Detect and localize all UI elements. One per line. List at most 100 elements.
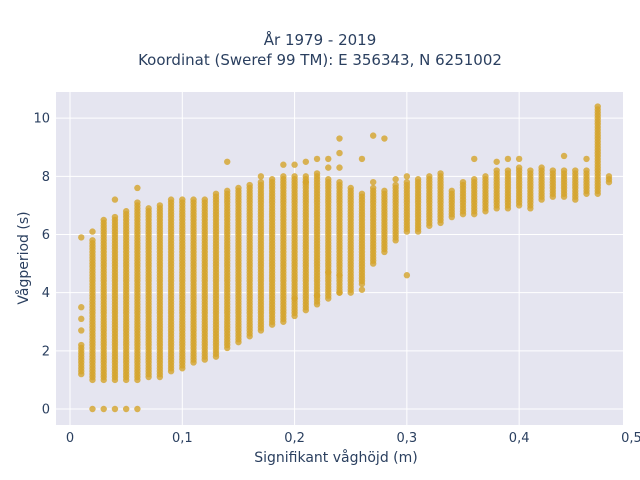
- data-point: [179, 196, 186, 203]
- data-point: [471, 176, 478, 183]
- data-point: [381, 135, 388, 142]
- data-point: [111, 405, 119, 413]
- data-point: [560, 167, 568, 174]
- data-point: [448, 187, 455, 195]
- y-tick-label: 2: [42, 344, 50, 359]
- data-point: [257, 173, 265, 180]
- chart-title-line-1: År 1979 - 2019: [263, 31, 377, 49]
- x-tick-label: 0,3: [397, 431, 418, 446]
- x-axis-title: Signifikant våghöjd (m): [254, 449, 417, 466]
- data-point: [358, 155, 366, 163]
- y-tick-label: 10: [33, 112, 50, 127]
- data-point: [134, 184, 141, 192]
- data-point: [134, 199, 141, 206]
- data-point: [403, 173, 411, 180]
- x-tick-labels: 0 0,1 0,2 0,3 0,4 0,5: [66, 431, 640, 446]
- data-point: [336, 164, 343, 171]
- data-point: [325, 164, 332, 171]
- data-point: [302, 178, 310, 186]
- data-point: [257, 178, 265, 186]
- data-point: [134, 405, 141, 413]
- data-point: [78, 341, 85, 349]
- x-tick-label: 0,4: [509, 431, 530, 446]
- data-point: [369, 178, 377, 186]
- data-point: [167, 196, 175, 203]
- data-point: [414, 176, 422, 183]
- y-tick-label: 0: [42, 403, 50, 418]
- data-point: [78, 315, 85, 323]
- data-point: [336, 178, 343, 186]
- x-tick-label: 0,5: [621, 431, 640, 446]
- data-point: [369, 184, 377, 192]
- data-point: [392, 181, 399, 189]
- data-point: [493, 167, 500, 174]
- data-point: [493, 158, 500, 165]
- data-point: [100, 405, 107, 413]
- data-point: [291, 295, 298, 302]
- chart-title: År 1979 - 2019 Koordinat (Sweref 99 TM):…: [0, 30, 640, 70]
- data-point: [369, 132, 377, 139]
- x-tick-label: 0,2: [284, 431, 305, 446]
- data-points: [78, 103, 613, 413]
- data-point: [156, 202, 164, 209]
- data-point: [583, 167, 590, 174]
- data-point: [291, 161, 298, 168]
- data-point: [605, 173, 613, 180]
- data-point: [235, 184, 242, 192]
- data-point: [78, 304, 85, 311]
- data-point: [336, 289, 343, 296]
- data-point: [291, 173, 298, 180]
- data-point: [358, 190, 366, 197]
- data-point: [347, 289, 354, 296]
- y-tick-label: 4: [42, 286, 50, 301]
- data-point: [538, 164, 545, 171]
- chart-title-line-2: Koordinat (Sweref 99 TM): E 356343, N 62…: [138, 51, 502, 69]
- data-point: [336, 135, 343, 142]
- data-point: [403, 272, 411, 279]
- data-point: [280, 173, 287, 180]
- data-point: [515, 155, 523, 163]
- data-point: [313, 292, 321, 299]
- data-point: [111, 213, 119, 221]
- data-point: [594, 103, 601, 110]
- data-point: [426, 173, 433, 180]
- data-point: [280, 161, 287, 168]
- data-point: [549, 167, 557, 174]
- data-point: [111, 196, 119, 203]
- data-point: [459, 178, 467, 186]
- data-point: [325, 155, 332, 163]
- data-point: [325, 176, 332, 183]
- data-point: [212, 190, 220, 197]
- data-point: [302, 173, 310, 180]
- y-axis-title: Vågperiod (s): [15, 211, 32, 304]
- y-tick-label: 6: [42, 228, 50, 243]
- data-point: [527, 167, 534, 174]
- data-point: [392, 176, 399, 183]
- data-point: [504, 155, 512, 163]
- data-point: [100, 216, 107, 224]
- data-point: [268, 176, 276, 183]
- data-point: [224, 187, 231, 195]
- data-point: [89, 228, 96, 235]
- data-point: [403, 178, 411, 186]
- data-point: [313, 170, 321, 177]
- data-point: [190, 196, 197, 203]
- data-point: [313, 155, 321, 163]
- data-point: [246, 181, 253, 189]
- data-point: [515, 164, 523, 171]
- data-point: [89, 237, 96, 244]
- y-tick-labels: 0 2 4 6 8 10: [33, 112, 50, 418]
- x-tick-label: 0: [66, 431, 74, 446]
- data-point: [336, 149, 343, 157]
- data-point: [381, 187, 388, 195]
- data-point: [78, 234, 85, 241]
- data-point: [482, 173, 489, 180]
- data-point: [122, 208, 130, 215]
- data-point: [89, 405, 96, 413]
- data-point: [336, 272, 343, 279]
- data-point: [572, 167, 579, 174]
- data-point: [583, 155, 590, 163]
- x-tick-label: 0,1: [172, 431, 193, 446]
- y-tick-label: 8: [42, 170, 50, 185]
